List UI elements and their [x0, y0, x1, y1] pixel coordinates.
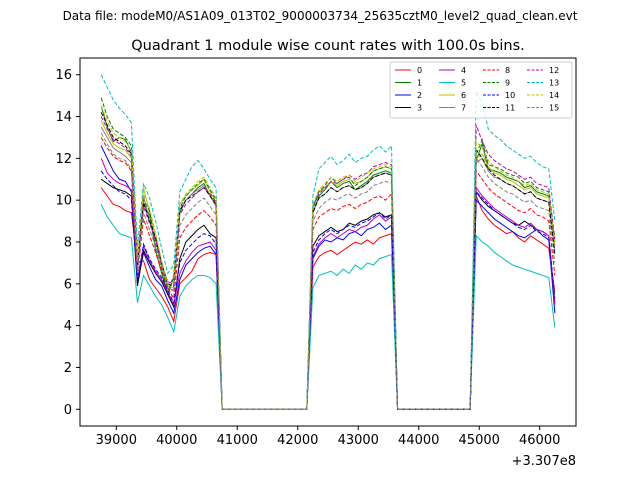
series-line-15 — [100, 133, 556, 410]
x-tick-label-1: 40000 — [156, 433, 197, 448]
y-tick-label-4: 8 — [64, 236, 72, 251]
legend-label-12: 12 — [549, 66, 559, 75]
series-line-5 — [100, 204, 556, 410]
y-axis: 0 2 4 6 8 10 12 14 16 — [55, 68, 80, 418]
y-tick-label-2: 4 — [64, 319, 72, 334]
legend-label-3: 3 — [417, 104, 422, 113]
series-line-10 — [100, 170, 556, 410]
legend-label-2: 2 — [417, 91, 422, 100]
x-tick-label-2: 41000 — [217, 433, 258, 448]
y-tick-label-6: 12 — [55, 152, 72, 167]
y-tick-label-7: 14 — [55, 110, 72, 125]
series-line-14 — [100, 105, 556, 410]
legend-label-0: 0 — [417, 66, 422, 75]
legend-label-14: 14 — [549, 91, 559, 100]
legend-frame — [389, 61, 573, 119]
legend-label-8: 8 — [505, 66, 510, 75]
series-line-11 — [100, 112, 556, 410]
x-tick-label-6: 45000 — [459, 433, 500, 448]
legend-label-10: 10 — [505, 91, 515, 100]
series-line-13 — [100, 74, 556, 410]
x-tick-label-5: 44000 — [398, 433, 439, 448]
legend-label-6: 6 — [461, 91, 466, 100]
x-tick-label-7: 46000 — [519, 433, 560, 448]
series-line-6 — [100, 120, 556, 410]
legend-label-15: 15 — [549, 104, 559, 113]
legend-label-7: 7 — [461, 104, 466, 113]
y-tick-label-8: 16 — [55, 68, 72, 83]
series-line-12 — [100, 116, 556, 410]
chart-suptitle: Data file: modeM0/AS1A09_013T02_90000037… — [63, 9, 578, 23]
x-tick-label-4: 43000 — [338, 433, 379, 448]
x-tick-label-0: 39000 — [96, 433, 137, 448]
x-offset-label: +3.307e8 — [512, 454, 576, 469]
legend-label-5: 5 — [461, 79, 466, 88]
y-tick-label-1: 2 — [64, 361, 72, 376]
series-line-0 — [100, 187, 556, 410]
legend-label-9: 9 — [505, 79, 510, 88]
y-tick-label-3: 6 — [64, 277, 72, 292]
legend-label-1: 1 — [417, 79, 422, 88]
series-line-2 — [100, 145, 556, 410]
x-tick-label-3: 42000 — [277, 433, 318, 448]
legend-label-11: 11 — [505, 104, 515, 113]
series-line-4 — [100, 158, 556, 410]
x-axis: 39000 40000 41000 42000 43000 44000 45000 46000 — [96, 426, 560, 448]
legend-label-4: 4 — [461, 66, 466, 75]
legend-label-13: 13 — [549, 79, 559, 88]
y-tick-label-0: 0 — [64, 403, 72, 418]
series-line-8 — [100, 137, 556, 410]
y-tick-label-5: 10 — [55, 194, 72, 209]
series-layer — [100, 74, 556, 410]
series-line-9 — [100, 97, 556, 410]
chart-title: Quadrant 1 module wise count rates with … — [131, 38, 525, 54]
